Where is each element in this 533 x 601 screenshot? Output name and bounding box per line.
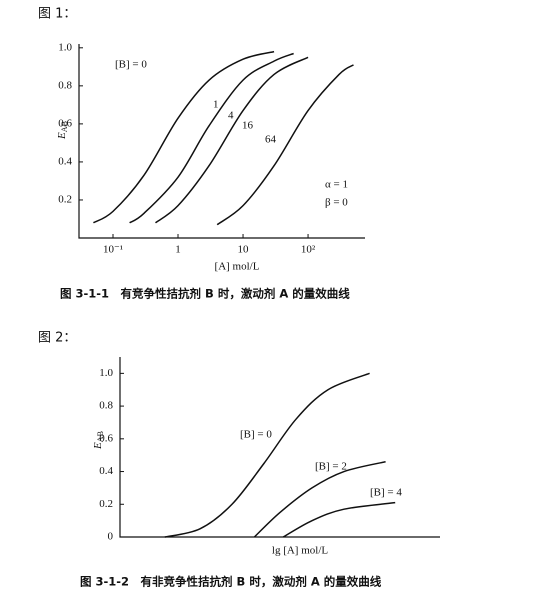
y-tick-label: 0.8 xyxy=(99,400,113,412)
x-tick-label: 10⁻¹ xyxy=(103,244,123,256)
curve-label: 1 xyxy=(213,99,219,111)
y-tick-label: 0.2 xyxy=(58,193,72,205)
y-tick-label: 0 xyxy=(108,531,114,543)
axis-line xyxy=(78,44,365,239)
y-tick-label: 0.4 xyxy=(99,465,113,477)
curve-label: 4 xyxy=(228,110,234,122)
y-axis-label-subscript: AB xyxy=(60,121,69,132)
curve-label: 16 xyxy=(242,120,254,132)
y-tick-label: 0.2 xyxy=(99,498,113,510)
x-axis-label: [A] mol/L xyxy=(215,261,260,273)
figure-label: 图 1： xyxy=(38,7,76,22)
curve xyxy=(93,50,275,224)
curve-label: [B] = 2 xyxy=(315,461,347,473)
curve-label: [B] = 4 xyxy=(370,487,402,499)
curve xyxy=(155,56,309,224)
figure-label: 图 2： xyxy=(38,331,76,346)
y-axis-label-main: E xyxy=(56,132,68,140)
y-axis-label-subscript: AB xyxy=(96,431,105,442)
y-tick-label: 0.8 xyxy=(58,79,72,91)
curve xyxy=(253,460,386,538)
curve-label: 64 xyxy=(265,134,277,146)
chart: 0 0.2 0.4 0.6 0.8 1.0 lg [A] mol/L EAB [B] = 0 [B… xyxy=(92,357,440,557)
chart: 0.2 0.4 0.6 0.8 1.0 10⁻¹ 1 10 10² [A] mol/L EAB [B]… xyxy=(56,41,365,273)
figure-caption: 图 3-1-1 有竞争性拮抗剂 B 时，激动剂 A 的量效曲线 xyxy=(60,287,350,301)
y-tick-label: 0.4 xyxy=(58,155,72,167)
y-tick-label: 1.0 xyxy=(99,367,113,379)
curve xyxy=(129,52,294,224)
y-axis-label-main: E xyxy=(92,442,104,450)
curve xyxy=(164,372,370,538)
x-tick-label: 1 xyxy=(175,244,181,256)
curve-label: [B] = 0 xyxy=(240,429,272,441)
annotation: β = 0 xyxy=(325,197,348,209)
y-tick-label: 0.6 xyxy=(99,432,113,444)
annotation: [B] = 0 xyxy=(115,59,147,71)
curve xyxy=(282,501,396,538)
y-axis-label: EAB xyxy=(56,121,69,140)
x-tick-label: 10² xyxy=(301,244,316,256)
y-tick-label: 1.0 xyxy=(58,41,72,53)
figure-caption: 图 3-1-2 有非竞争性拮抗剂 B 时，激动剂 A 的量效曲线 xyxy=(80,575,382,589)
x-tick-label: 10 xyxy=(238,244,250,256)
x-axis-label: lg [A] mol/L xyxy=(272,545,328,557)
axis-line xyxy=(119,357,440,538)
annotation: α = 1 xyxy=(325,179,348,191)
y-tick-label: 0.6 xyxy=(58,117,72,129)
y-axis-label: EAB xyxy=(92,431,105,450)
curve xyxy=(216,64,354,226)
